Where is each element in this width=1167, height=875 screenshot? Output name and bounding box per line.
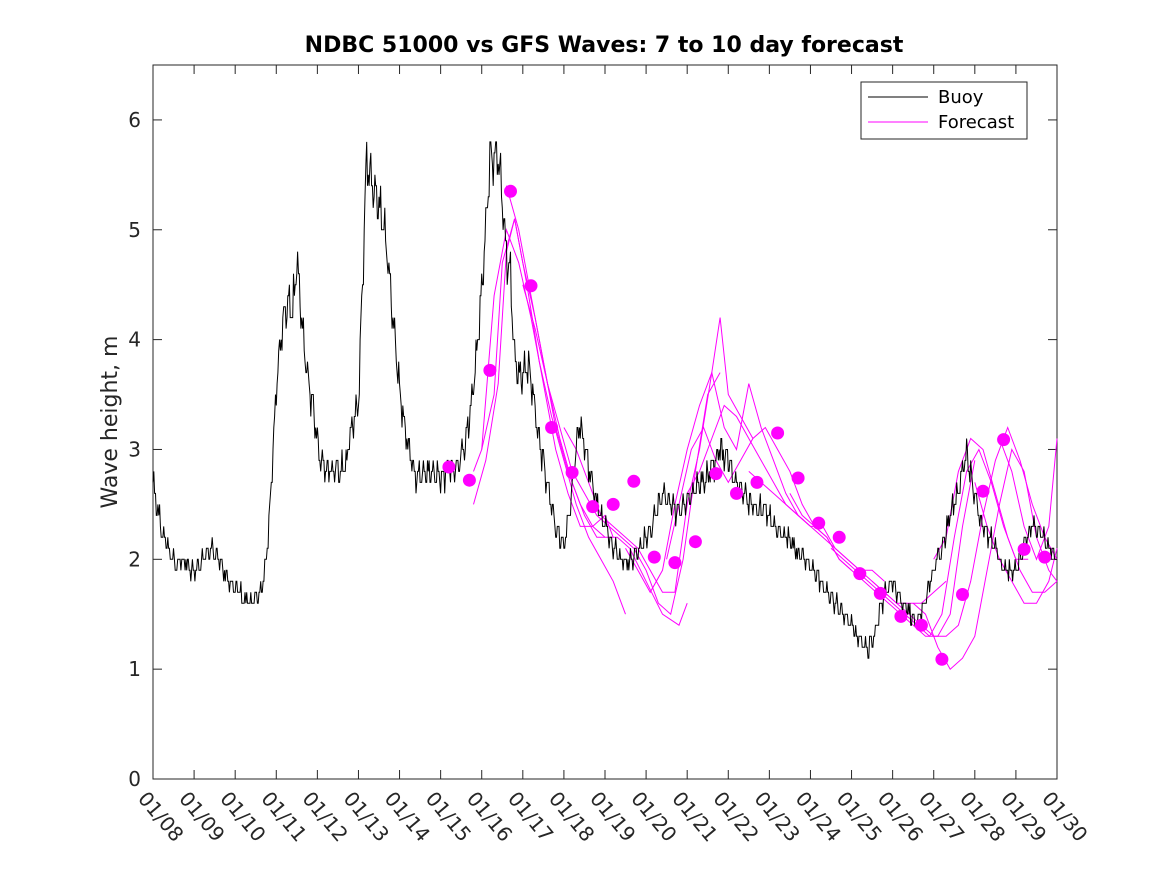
forecast-marker [462,473,476,487]
forecast-marker [997,433,1011,447]
forecast-line-16 [974,482,1058,604]
forecast-markers [442,184,1052,666]
forecast-line-5 [522,284,721,616]
y-tick-label: 1 [128,657,141,681]
forecast-marker [627,474,641,488]
y-tick-label: 0 [128,767,141,791]
forecast-line-7 [625,370,811,594]
legend-box [860,81,1028,140]
forecast-marker [812,516,826,530]
forecast-marker [647,550,661,564]
forecast-marker [956,588,969,601]
forecast-marker [1038,550,1052,564]
forecast-line-3 [481,218,626,615]
forecast-marker [935,652,949,666]
forecast-marker [586,500,600,514]
y-tick-label: 3 [128,437,141,461]
forecast-marker [442,460,456,474]
forecast-marker [750,475,764,489]
forecast-marker [832,530,846,544]
legend-label-buoy: Buoy [938,87,984,108]
forecast-marker [771,426,785,440]
forecast-marker [565,466,579,479]
forecast-marker [483,363,497,377]
plot-area [152,64,1058,780]
y-tick-label: 4 [128,328,141,352]
y-tick-label: 5 [128,218,141,242]
forecast-line-17 [999,438,1058,561]
chart-title: NDBC 51000 vs GFS Waves: 7 to 10 day for… [305,33,904,58]
forecast-line-15 [933,437,1058,593]
forecast-marker [1017,542,1031,556]
forecast-marker [873,586,887,600]
forecast-marker [545,421,559,434]
buoy-line [152,141,1057,659]
legend-label-forecast: Forecast [938,112,1014,133]
forecast-line-4 [505,185,688,626]
forecast-marker [524,279,538,293]
forecast-marker [688,535,702,549]
forecast-marker [853,567,867,581]
legend: Buoy Forecast [860,81,1028,140]
forecast-marker [668,556,682,570]
forecast-marker [914,618,928,632]
forecast-series [473,185,1058,670]
y-axis-label: Wave height, m [98,336,123,509]
y-tick-label: 2 [128,547,141,571]
forecast-marker [791,471,805,485]
forecast-marker [709,467,723,481]
forecast-marker [976,484,990,498]
forecast-marker [504,184,517,198]
buoy-series [152,141,1057,659]
forecast-marker [606,497,620,511]
forecast-marker [894,609,908,623]
y-axis: 0 1 2 3 4 5 6 [128,108,1057,791]
forecast-marker [730,486,743,500]
y-tick-label: 6 [128,108,141,132]
